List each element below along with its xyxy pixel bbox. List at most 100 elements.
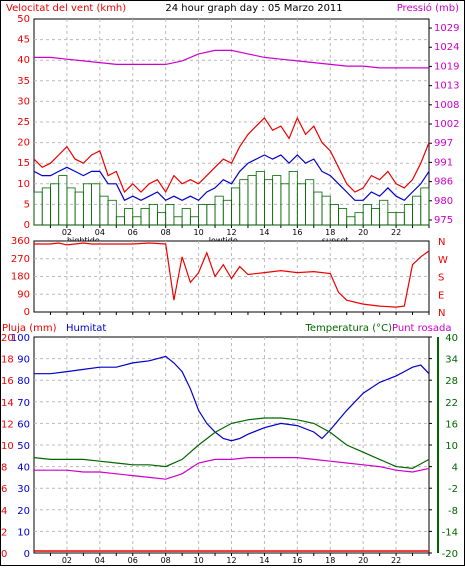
humidity-tick-label: 80 (17, 376, 30, 387)
wind-speed-bar (165, 203, 175, 226)
rain-tick-label: 4 (1, 506, 7, 517)
humidity-tick-label: 50 (17, 441, 30, 452)
x-tick-label: 22 (391, 556, 401, 565)
wind-speed-tick-label: 10 (17, 179, 30, 190)
x-tick-label: 18 (325, 556, 335, 565)
wind-average-series (33, 154, 430, 202)
temperature-series (33, 417, 430, 470)
wind-speed-tick-label: 0 (24, 220, 30, 231)
humidity-tick-label: 0 (24, 549, 30, 560)
temperature-tick-label: 10 (445, 441, 458, 452)
temperature-tick-label: 22 (445, 398, 458, 409)
x-tick-label: 20 (358, 228, 368, 237)
pressure-series (34, 49, 429, 69)
rain-tick-label: 8 (1, 463, 7, 474)
compass-tick-label: S (438, 273, 444, 284)
humidity-series (34, 355, 430, 442)
pressure-tick-label: 997 (434, 138, 453, 149)
pressure-tick-label: 1008 (434, 100, 459, 111)
rain-tick-label: 14 (1, 398, 14, 409)
direction-tick-label: 270 (11, 254, 30, 265)
pressure-axis-title: Pressió (mb) (397, 2, 459, 14)
rain-tick-label: 20 (1, 333, 14, 344)
temperature-tick-label: -20 (442, 549, 458, 560)
pressure-tick-label: 991 (434, 157, 453, 168)
humidity-tick-label: 40 (17, 463, 30, 474)
x-tick-label: 10 (193, 228, 203, 237)
rain-tick-label: 16 (1, 376, 14, 387)
x-tick-label: 14 (259, 228, 269, 237)
x-tick-label: 02 (62, 228, 72, 237)
temperature-axis-title: Temperatura (°C) (304, 323, 392, 334)
direction-tick-label: 90 (17, 289, 30, 300)
pressure-tick-label: 975 (434, 215, 453, 226)
pressure-tick-label: 1019 (434, 61, 459, 72)
temperature-tick-label: 16 (445, 419, 458, 430)
direction-tick-label: 360 (11, 236, 30, 247)
wind-speed-tick-label: 25 (17, 117, 30, 128)
direction-tick-label: 0 (24, 307, 30, 318)
temperature-tick-label: -8 (448, 506, 458, 517)
x-tick-label: 14 (259, 556, 269, 565)
wind-speed-tick-label: 35 (17, 76, 30, 87)
x-tick-label: 02 (62, 556, 72, 565)
humidity-tick-label: 20 (17, 506, 30, 517)
humidity-tick-label: 100 (11, 333, 30, 344)
wind-speed-bar (107, 199, 117, 226)
rain-tick-label: 10 (1, 441, 14, 452)
humidity-tick-label: 60 (17, 419, 30, 430)
temperature-tick-label: 28 (445, 376, 458, 387)
dewpoint-axis-title: Punt rosada (392, 323, 451, 334)
humidity-axis-title: Humitat (66, 323, 106, 334)
wind-speed-bar (420, 187, 430, 226)
compass-tick-label: E (438, 290, 444, 301)
x-tick-label: 10 (193, 556, 203, 565)
wind-speed-tick-label: 15 (17, 158, 30, 169)
chart-title: 24 hour graph day : 05 Marzo 2011 (165, 3, 342, 14)
x-tick-label: 08 (161, 228, 171, 237)
wind-speed-tick-label: 30 (17, 96, 30, 107)
x-tick-label: 06 (128, 228, 138, 237)
pressure-tick-label: 1029 (434, 23, 459, 34)
pressure-tick-label: 980 (434, 196, 453, 207)
plot-area (33, 240, 430, 313)
compass-tick-label: N (438, 237, 445, 248)
wind-speed-tick-label: 45 (17, 35, 30, 46)
temperature-tick-label: 40 (445, 333, 458, 344)
wind-speed-tick-label: 20 (17, 138, 30, 149)
wind-speed-tick-label: 40 (17, 55, 30, 66)
temperature-tick-label: 4 (452, 463, 458, 474)
wind-speed-tick-label: 5 (24, 199, 30, 210)
wind-speed-axis-title: Velocitat del vent (kmh) (6, 3, 126, 14)
temperature-tick-label: -2 (448, 484, 458, 495)
pressure-tick-label: 1024 (434, 42, 459, 53)
x-tick-label: 12 (226, 228, 236, 237)
pressure-tick-label: 986 (434, 177, 453, 188)
humidity-tick-label: 90 (17, 355, 30, 366)
rain-axis-title: Pluja (mm) (2, 323, 57, 334)
rain-tick-label: 2 (1, 527, 7, 538)
x-tick-label: 18 (325, 228, 335, 237)
compass-tick-label: W (438, 255, 448, 266)
x-tick-label: 22 (391, 228, 401, 237)
humidity-tick-label: 30 (17, 484, 30, 495)
x-tick-label: 16 (292, 556, 302, 565)
rain-tick-label: 18 (1, 355, 14, 366)
rain-tick-label: 6 (1, 484, 7, 495)
compass-tick-label: N (438, 308, 445, 319)
dewpoint-series (34, 457, 430, 480)
temperature-tick-label: 34 (445, 355, 458, 366)
x-tick-label: 08 (161, 556, 171, 565)
wind-direction-series (34, 242, 430, 308)
x-tick-label: 04 (95, 228, 105, 237)
pressure-tick-label: 1013 (434, 81, 459, 92)
wind-speed-tick-label: 50 (17, 14, 30, 25)
rain-tick-label: 0 (1, 549, 7, 560)
x-tick-label: 16 (292, 228, 302, 237)
x-tick-label: 04 (95, 556, 105, 565)
rain-tick-label: 12 (1, 419, 14, 430)
pressure-tick-label: 1002 (434, 119, 459, 130)
